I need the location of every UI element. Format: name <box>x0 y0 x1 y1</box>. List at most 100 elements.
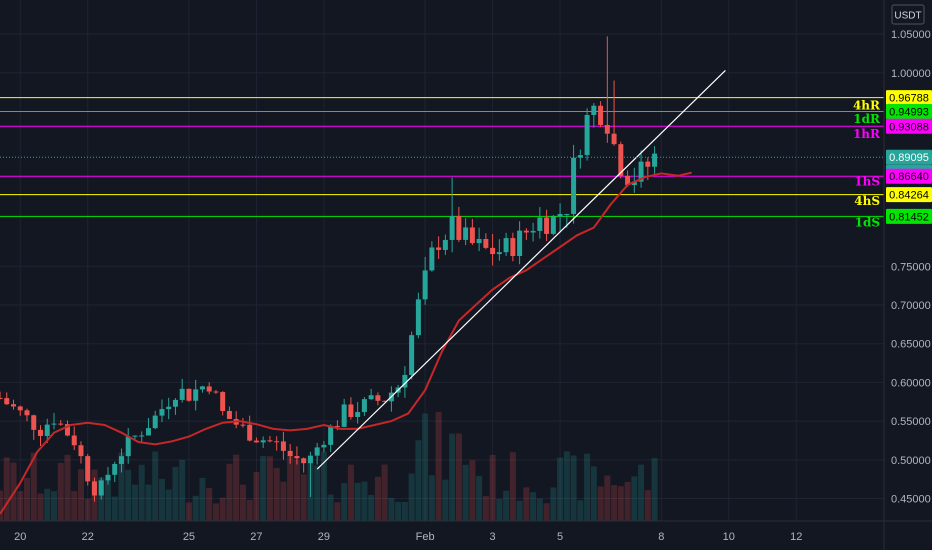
volume-bar <box>496 498 503 521</box>
volume-bar <box>354 482 361 521</box>
volume-bar <box>23 477 30 521</box>
price-tick-label: 0.70000 <box>891 300 931 312</box>
candle-body <box>591 105 597 115</box>
volume-bar <box>0 490 3 521</box>
candle-body <box>604 124 610 134</box>
candle-body <box>78 445 84 457</box>
price-tag-text: 0.89095 <box>889 152 929 164</box>
candle-body <box>456 215 462 240</box>
volume-bar <box>638 464 645 521</box>
candle-body <box>483 238 489 248</box>
volume-bar <box>489 454 496 521</box>
candle-body <box>544 217 550 234</box>
level-label: 1dR <box>853 112 881 126</box>
volume-bar <box>334 502 341 521</box>
candle-body <box>564 213 570 215</box>
volume-bar <box>172 466 179 521</box>
price-axis[interactable]: 1.05000 1.00000 0.75000 0.70000 0.65000 0.600… <box>891 29 931 505</box>
candle-body <box>463 227 469 240</box>
candle-body <box>226 410 232 419</box>
price-tag: 0.84264 <box>886 187 932 203</box>
time-axis[interactable]: 20 22 25 27 29 Feb 3 5 8 10 12 <box>14 531 802 543</box>
volume-bar <box>442 479 449 521</box>
candle-body <box>0 397 3 399</box>
volume-bar <box>503 490 510 521</box>
candle-body <box>645 161 651 167</box>
candle-body <box>436 247 442 250</box>
candle-body <box>584 114 590 156</box>
volume-bar <box>287 455 294 521</box>
volume-bar <box>455 433 462 521</box>
time-tick-label: 29 <box>318 531 330 543</box>
volume-bar <box>422 413 429 521</box>
volume-bar <box>84 498 91 521</box>
candle-body <box>523 230 529 233</box>
volume-bar <box>192 495 199 521</box>
volume-bar <box>395 501 402 521</box>
volume-bar <box>145 484 152 521</box>
price-tick-label: 1.00000 <box>891 68 931 80</box>
support-resistance-levels <box>0 97 884 217</box>
volume-bar <box>77 469 84 521</box>
candle-body <box>382 400 388 402</box>
price-tag-text: 0.94993 <box>889 107 929 119</box>
candle-body <box>213 391 219 393</box>
candle-body <box>348 404 354 417</box>
candle-body <box>571 157 577 214</box>
volume-bar <box>212 503 219 521</box>
volume-bar <box>300 474 307 521</box>
candle-body <box>442 239 448 250</box>
candle-body <box>577 155 583 158</box>
volume-bar <box>469 460 476 521</box>
moving-average-line <box>0 171 692 515</box>
volume-bar <box>462 464 469 521</box>
volume-bar <box>482 496 489 521</box>
candle-body <box>301 458 307 464</box>
volume-bar <box>449 433 456 521</box>
candle-body <box>321 444 327 448</box>
candle-body <box>253 440 259 443</box>
candle-body <box>429 247 435 271</box>
candle-body <box>550 216 556 234</box>
volume-bar <box>17 491 24 521</box>
volume-bar <box>590 466 597 521</box>
candle-body <box>611 133 617 145</box>
volume-bar <box>50 491 57 521</box>
candle-body <box>510 238 516 256</box>
volume-bar <box>266 456 273 521</box>
candle-body <box>294 456 300 459</box>
trend-line[interactable] <box>316 70 726 470</box>
candle-body <box>159 409 165 416</box>
candles <box>0 36 658 502</box>
time-tick-label: 8 <box>658 531 664 543</box>
candle-body <box>274 441 280 443</box>
volume-bar <box>428 475 435 521</box>
volume-bar <box>557 457 564 521</box>
volume-bar <box>530 492 537 521</box>
volume-bar <box>64 454 71 521</box>
price-tag-text: 0.84264 <box>889 190 929 202</box>
price-tick-label: 1.05000 <box>891 29 931 41</box>
volume-bar <box>179 459 186 521</box>
candle-body <box>51 423 57 425</box>
candle-body <box>172 399 178 407</box>
candle-body <box>105 474 111 481</box>
volume-bar <box>239 484 246 521</box>
volume-bar <box>509 452 516 521</box>
candle-body <box>132 435 138 437</box>
candle-body <box>422 270 428 300</box>
time-tick-label: 10 <box>723 531 735 543</box>
price-tick-label: 0.50000 <box>891 455 931 467</box>
price-tag: 0.96788 <box>886 90 932 106</box>
volume-bar <box>563 451 570 521</box>
currency-label: USDT <box>891 4 925 25</box>
volume-bar <box>314 465 321 521</box>
candle-body <box>307 455 313 464</box>
volume-bar <box>536 498 543 521</box>
level-label: 4hR <box>853 98 881 112</box>
candle-body <box>166 406 172 410</box>
candle-body <box>179 388 185 400</box>
